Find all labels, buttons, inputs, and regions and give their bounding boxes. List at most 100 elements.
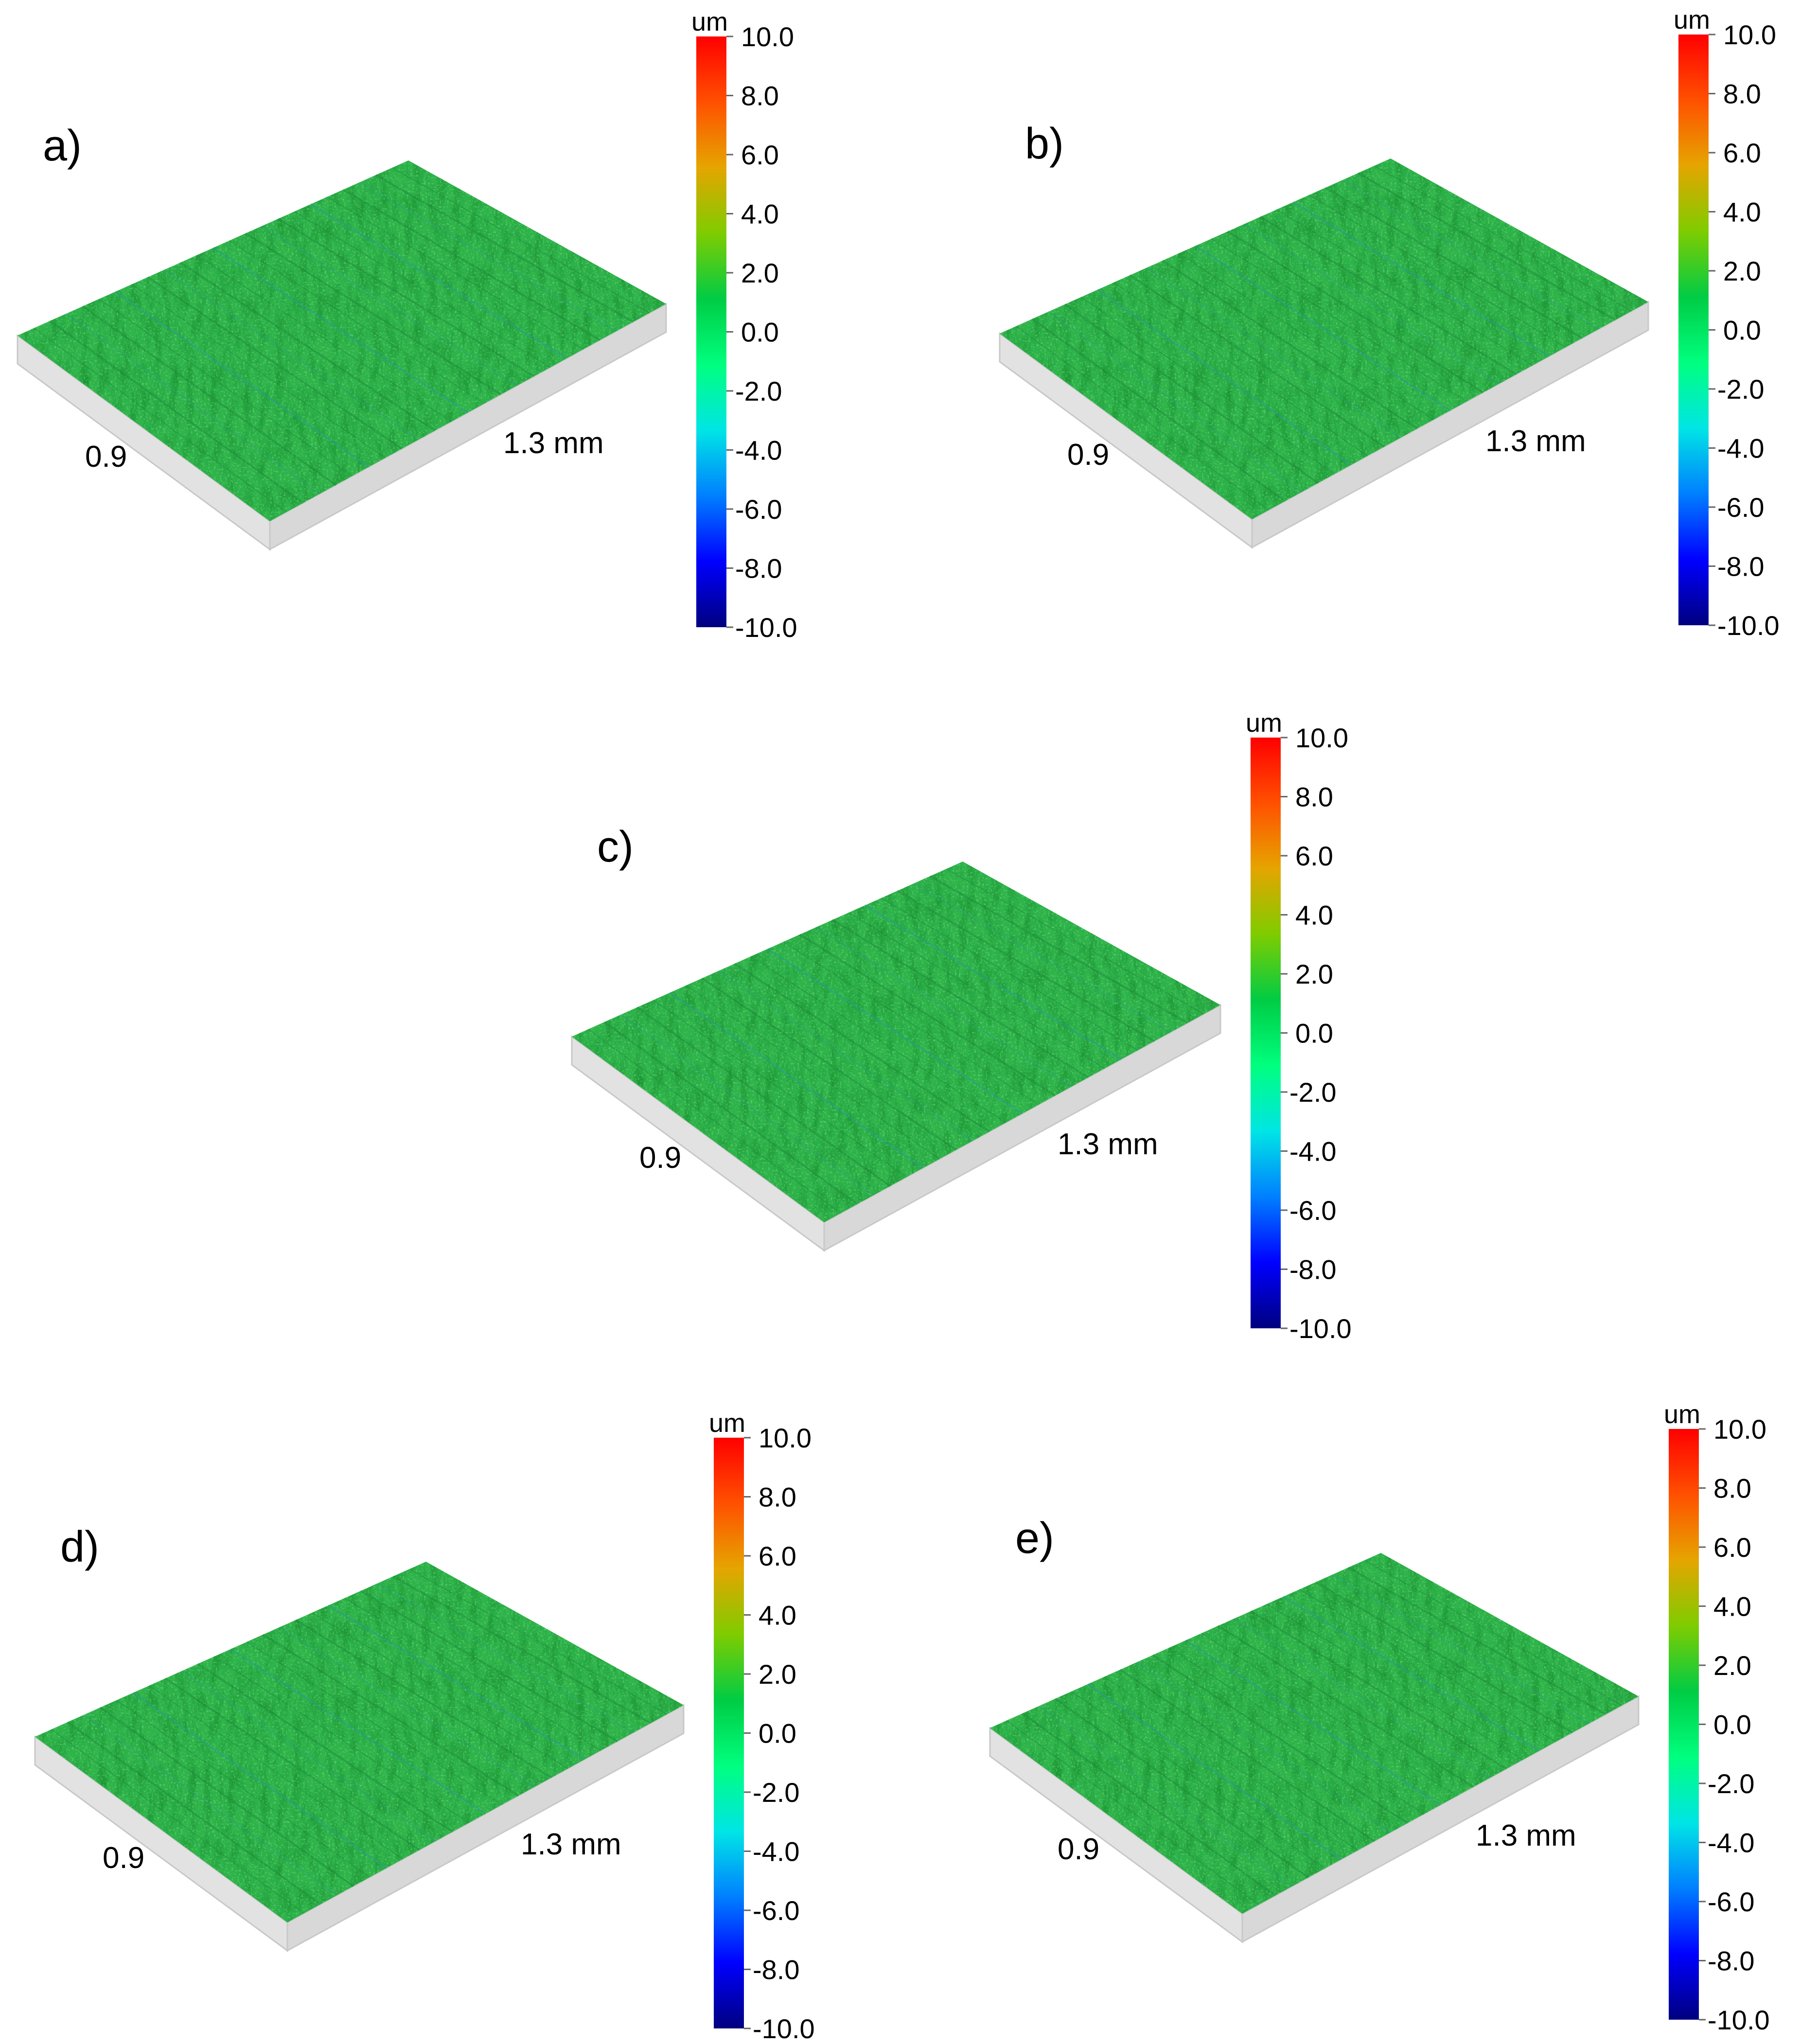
colorbar-tick-label: 6.0: [1713, 1532, 1751, 1563]
colorbar-gradient: [1669, 1429, 1699, 2020]
colorbar-tick-label: -10.0: [735, 612, 797, 643]
dimension-width-label: 0.9: [85, 440, 127, 474]
colorbar: um 10.0 8.0 6.0 4.0 2.0 0.0 -2.0 -4.0 -6.0 -8.0 -10…: [709, 1409, 815, 2044]
dimension-width-label: 0.9: [1058, 1833, 1099, 1866]
colorbar-tick-label: 6.0: [759, 1541, 796, 1571]
base-edge-right: [286, 1704, 685, 1952]
dimension-width-label: 0.9: [639, 1141, 681, 1175]
colorbar-tick-label: -6.0: [1708, 1886, 1755, 1917]
colorbar-tick-label: -2.0: [1717, 374, 1765, 405]
colorbar-tick-label: 10.0: [1723, 19, 1776, 50]
colorbar-unit-label: um: [709, 1409, 745, 1438]
dimension-length-label: 1.3 mm: [1058, 1128, 1158, 1161]
colorbar-tick-label: 4.0: [1295, 900, 1333, 931]
colorbar-tick-label: 6.0: [741, 140, 779, 170]
surface-speckle: [18, 160, 666, 521]
colorbar-tick-label: -10.0: [753, 2013, 815, 2044]
colorbar-tick-label: 6.0: [1295, 841, 1333, 871]
colorbar-tick-label: -4.0: [1289, 1136, 1337, 1167]
colorbar-tick-label: 10.0: [759, 1423, 812, 1453]
colorbar-tick-label: -8.0: [735, 553, 782, 584]
colorbar-tick-label: -8.0: [753, 1955, 800, 1985]
colorbar-tick-label: -4.0: [1708, 1828, 1755, 1858]
colorbar-tick-label: 2.0: [1723, 256, 1761, 286]
colorbar-tick-label: 4.0: [759, 1600, 796, 1631]
colorbar-tick-label: 0.0: [1295, 1018, 1333, 1049]
colorbar-unit-label: um: [1246, 708, 1282, 738]
colorbar-tick-label: -2.0: [735, 376, 782, 406]
dimension-length-label: 1.3 mm: [521, 1828, 621, 1861]
panel-4: e) 0.9 1.3 mm um 10.0 8.0 6.0 4.0 2.0 0.0 -2.0 -4.0…: [989, 1400, 1770, 2035]
colorbar-gradient: [1678, 35, 1709, 625]
colorbar-tick-label: 4.0: [1713, 1591, 1751, 1622]
colorbar: um 10.0 8.0 6.0 4.0 2.0 0.0 -2.0 -4.0 -6.0 -8.0 -10…: [1664, 1400, 1770, 2035]
colorbar-tick-label: 0.0: [1723, 315, 1761, 346]
colorbar-tick-label: -6.0: [735, 494, 782, 525]
colorbar-tick-label: 4.0: [1723, 197, 1761, 228]
colorbar-gradient: [714, 1438, 744, 2028]
colorbar-tick-label: 8.0: [759, 1482, 796, 1513]
dimension-length-label: 1.3 mm: [1476, 1819, 1576, 1852]
surface-speckle: [1000, 159, 1648, 519]
panel-label: c): [597, 823, 634, 871]
colorbar: um 10.0 8.0 6.0 4.0 2.0 0.0 -2.0 -4.0 -6.0 -8.0 -10…: [1674, 5, 1780, 641]
colorbar-tick-label: 10.0: [741, 21, 794, 52]
colorbar-tick-label: -8.0: [1708, 1946, 1755, 1976]
colorbar-tick-label: -6.0: [1717, 492, 1765, 523]
colorbar-unit-label: um: [1664, 1400, 1700, 1429]
colorbar-tick-label: 2.0: [741, 258, 779, 288]
colorbar-gradient: [1251, 738, 1281, 1328]
dimension-length-label: 1.3 mm: [503, 426, 604, 460]
colorbar-tick-label: 2.0: [759, 1659, 796, 1690]
surface-grooves: [1006, 1560, 1623, 1905]
dimension-width-label: 0.9: [103, 1841, 144, 1875]
colorbar-tick-label: 2.0: [1295, 959, 1333, 989]
panel-label: e): [1015, 1514, 1054, 1563]
surface-grooves: [33, 167, 650, 513]
colorbar-unit-label: um: [1674, 5, 1710, 35]
base-edge-right: [1251, 300, 1649, 549]
panel-0: a) 0.9 1.3 mm um 10.0 8.0 6.0 4.0 2.0 0.0 -2.0 -4.0…: [17, 7, 797, 643]
colorbar-tick-label: 0.0: [1713, 1709, 1751, 1740]
base-edge-right: [269, 302, 667, 551]
panel-2: c) 0.9 1.3 mm um 10.0 8.0 6.0 4.0 2.0 0.0 -2.0 -4.0…: [571, 708, 1352, 1344]
dimension-width-label: 0.9: [1067, 438, 1109, 472]
colorbar: um 10.0 8.0 6.0 4.0 2.0 0.0 -2.0 -4.0 -6.0 -8.0 -10…: [1246, 708, 1352, 1344]
panel-label: a): [43, 122, 82, 170]
surface-speckle: [990, 1553, 1639, 1914]
colorbar-tick-label: -2.0: [1708, 1768, 1755, 1799]
colorbar-tick-label: -2.0: [753, 1777, 800, 1808]
colorbar-unit-label: um: [691, 7, 728, 36]
panel-1: b) 0.9 1.3 mm um 10.0 8.0 6.0 4.0 2.0 0.0 -2.0 -4.0…: [999, 5, 1780, 641]
colorbar-tick-label: -2.0: [1289, 1077, 1337, 1108]
surface-speckle: [35, 1562, 684, 1922]
colorbar-tick-label: 4.0: [741, 199, 779, 229]
panel-label: d): [60, 1523, 99, 1571]
colorbar-tick-label: -4.0: [753, 1836, 800, 1867]
panel-3: d) 0.9 1.3 mm um 10.0 8.0 6.0 4.0 2.0 0.0 -2.0 -4.0…: [34, 1409, 815, 2044]
colorbar-tick-label: 10.0: [1295, 722, 1348, 753]
colorbar-tick-label: -8.0: [1717, 551, 1765, 582]
base-edge-right: [1241, 1695, 1640, 1943]
colorbar-tick-label: 0.0: [741, 317, 779, 348]
colorbar-tick-label: -10.0: [1289, 1313, 1352, 1344]
colorbar-tick-label: -10.0: [1717, 610, 1780, 641]
colorbar-tick-label: 8.0: [741, 81, 779, 111]
colorbar: um 10.0 8.0 6.0 4.0 2.0 0.0 -2.0 -4.0 -6.0 -8.0 -10…: [691, 7, 797, 643]
colorbar-tick-label: 10.0: [1713, 1414, 1766, 1445]
colorbar-tick-label: 0.0: [759, 1718, 796, 1749]
colorbar-gradient: [696, 36, 726, 627]
colorbar-tick-label: -8.0: [1289, 1254, 1337, 1285]
panel-label: b): [1025, 120, 1064, 168]
surface-grooves: [1015, 165, 1632, 511]
surface-speckle: [572, 862, 1220, 1222]
colorbar-tick-label: -6.0: [753, 1895, 800, 1926]
colorbar-tick-label: -4.0: [735, 435, 782, 466]
base-edge-right: [823, 1004, 1221, 1252]
colorbar-tick-label: 2.0: [1713, 1650, 1751, 1681]
surface-grooves: [51, 1568, 668, 1914]
colorbar-tick-label: 8.0: [1723, 79, 1761, 109]
surface-grooves: [587, 868, 1204, 1214]
colorbar-tick-label: -4.0: [1717, 433, 1765, 464]
